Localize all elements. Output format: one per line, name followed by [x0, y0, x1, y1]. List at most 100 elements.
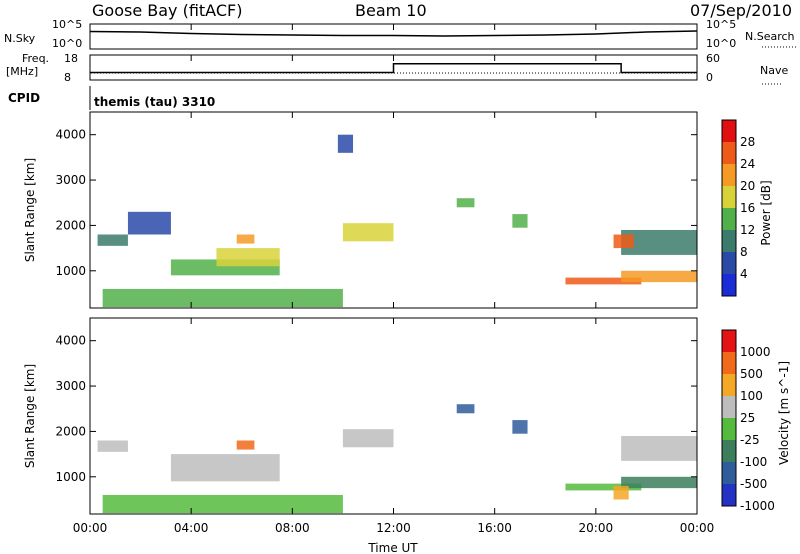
- velocity-colorbar-swatch: [722, 418, 736, 440]
- vel-echo-region-10: [102, 494, 343, 514]
- velocity-ytick-label: 2000: [55, 424, 86, 438]
- vel-echo-region-6: [565, 483, 642, 491]
- velocity-colorbar-swatch: [722, 374, 736, 396]
- beam-title: Beam 10: [355, 1, 427, 20]
- power-colorbar-label: Power [dB]: [759, 180, 773, 245]
- power-echo-region-8: [512, 214, 528, 228]
- power-echo-region-13: [102, 288, 343, 308]
- velocity-colorbar-tick: 100: [740, 389, 763, 403]
- freq-top-tick: 18: [64, 52, 78, 65]
- vel-echo-region-0: [97, 440, 128, 452]
- velocity-colorbar-swatch: [722, 330, 736, 352]
- nave-bottom-tick: 0: [706, 71, 713, 84]
- power-colorbar-swatch: [722, 142, 736, 164]
- velocity-marks: [97, 404, 697, 514]
- velocity-colorbar: 1000 500 100 25 -25 -100 -500 -1000: [721, 329, 775, 513]
- velocity-colorbar-swatch: [722, 484, 736, 506]
- power-y-ticks: 1000 2000 3000 4000: [55, 128, 697, 278]
- power-echo-region-12: [613, 234, 634, 249]
- power-colorbar: 4 8 12 16 20 24 28: [721, 119, 755, 297]
- x-tick-label: 16:00: [477, 521, 512, 535]
- x-tick-label: 12:00: [376, 521, 411, 535]
- power-ylabel: Slant Range [km]: [23, 158, 37, 262]
- power-ytick-label: 1000: [55, 264, 86, 278]
- velocity-ytick-label: 3000: [55, 379, 86, 393]
- freq-series-line: [90, 63, 697, 74]
- x-axis-ticks: 00:00 04:00 08:00 12:00 16:00 20:00 00:00: [73, 24, 715, 535]
- power-colorbar-swatch: [722, 252, 736, 274]
- power-colorbar-tick: 20: [740, 179, 755, 193]
- freq-unit: [MHz]: [6, 65, 38, 78]
- power-colorbar-tick: 24: [740, 157, 755, 171]
- velocity-colorbar-tick: -100: [740, 455, 767, 469]
- nsky-label: N.Sky: [4, 32, 36, 45]
- power-echo-region-3: [216, 248, 280, 267]
- freq-label: Freq.: [22, 52, 49, 65]
- power-echo-region-6: [337, 134, 354, 153]
- nave-label: Nave: [760, 64, 788, 77]
- velocity-colorbar-swatch: [722, 352, 736, 374]
- power-colorbar-frame: [721, 119, 737, 297]
- cpid-label: CPID: [8, 91, 40, 105]
- x-tick-label: 00:00: [680, 521, 715, 535]
- power-colorbar-tick: 28: [740, 135, 755, 149]
- power-ytick-label: 4000: [55, 128, 86, 142]
- nsearch-top-tick: 10^5: [706, 18, 736, 31]
- x-tick-label: 00:00: [73, 521, 108, 535]
- vel-echo-region-4: [456, 404, 475, 414]
- station-title: Goose Bay (fitACF): [92, 1, 242, 20]
- power-echo-region-1: [127, 211, 171, 235]
- power-colorbar-tick: 8: [740, 245, 748, 259]
- nave-top-tick: 60: [706, 52, 720, 65]
- vel-echo-region-5: [512, 420, 528, 434]
- velocity-colorbar-tick: -25: [740, 433, 760, 447]
- power-colorbar-swatch: [722, 186, 736, 208]
- vel-echo-region-1: [170, 454, 280, 482]
- nsky-series-line: [89, 30, 698, 37]
- power-colorbar-swatch: [722, 120, 736, 142]
- freq-bottom-tick: 8: [64, 71, 71, 84]
- power-colorbar-swatch: [722, 230, 736, 252]
- power-marks: [97, 134, 697, 308]
- velocity-colorbar-tick: -1000: [740, 499, 775, 513]
- vel-echo-region-2: [236, 440, 255, 450]
- velocity-colorbar-frame: [721, 329, 737, 507]
- power-colorbar-swatch: [722, 208, 736, 230]
- power-echo-region-5: [342, 223, 394, 242]
- nsearch-label: N.Search: [745, 30, 795, 43]
- velocity-colorbar-tick: -500: [740, 477, 767, 491]
- power-echo-region-7: [456, 198, 475, 208]
- x-axis-label: Time UT: [367, 541, 418, 554]
- vel-echo-region-9: [613, 485, 629, 500]
- velocity-colorbar-tick: 500: [740, 367, 763, 381]
- velocity-colorbar-tick: 1000: [740, 345, 771, 359]
- power-colorbar-swatch: [722, 274, 736, 296]
- nsky-bottom-tick: 10^0: [52, 37, 82, 50]
- vel-echo-region-8: [621, 435, 697, 461]
- power-echo-region-9: [565, 277, 642, 285]
- velocity-ytick-label: 4000: [55, 334, 86, 348]
- power-ytick-label: 3000: [55, 173, 86, 187]
- x-tick-label: 04:00: [174, 521, 209, 535]
- velocity-colorbar-swatch: [722, 462, 736, 484]
- nsky-top-tick: 10^5: [52, 18, 82, 31]
- power-colorbar-swatch: [722, 164, 736, 186]
- velocity-colorbar-tick: 25: [740, 411, 755, 425]
- velocity-colorbar-swatch: [722, 440, 736, 462]
- x-tick-label: 20:00: [579, 521, 614, 535]
- power-echo-region-4: [236, 234, 255, 244]
- velocity-colorbar-label: Velocity [m s^-1]: [777, 361, 791, 465]
- x-tick-label: 08:00: [275, 521, 310, 535]
- power-echo-region-0: [97, 234, 128, 246]
- cpid-value: themis (tau) 3310: [94, 95, 215, 109]
- power-colorbar-tick: 12: [740, 223, 755, 237]
- vel-echo-region-3: [342, 429, 394, 448]
- velocity-colorbar-swatch: [722, 396, 736, 418]
- power-colorbar-tick: 4: [740, 267, 748, 281]
- power-echo-region-10: [621, 270, 697, 283]
- power-colorbar-tick: 16: [740, 201, 755, 215]
- velocity-ylabel: Slant Range [km]: [23, 364, 37, 468]
- velocity-y-ticks: 1000 2000 3000 4000: [55, 334, 697, 484]
- date-title: 07/Sep/2010: [690, 1, 792, 20]
